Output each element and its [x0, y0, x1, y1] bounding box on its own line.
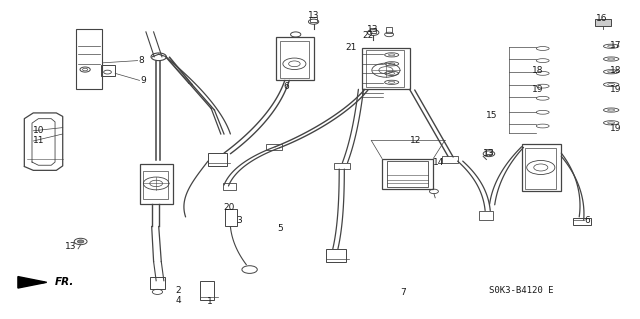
Bar: [200, 281, 214, 300]
Bar: [208, 153, 227, 166]
Bar: [486, 149, 492, 154]
Text: 1: 1: [207, 297, 213, 306]
Bar: [150, 277, 165, 289]
Bar: [525, 148, 556, 189]
Text: 4: 4: [176, 296, 181, 305]
Text: 8: 8: [138, 56, 143, 65]
Text: 19: 19: [610, 85, 621, 94]
Text: 15: 15: [486, 111, 498, 120]
Bar: [266, 144, 282, 150]
Text: 16: 16: [596, 14, 607, 23]
Text: 10: 10: [33, 126, 44, 135]
Text: 2: 2: [176, 286, 181, 295]
Bar: [382, 159, 433, 189]
Bar: [366, 50, 404, 87]
Text: 22: 22: [362, 31, 374, 40]
Text: 13: 13: [65, 242, 76, 251]
Bar: [280, 41, 309, 78]
Text: S0K3-B4120 E: S0K3-B4120 E: [490, 286, 554, 295]
Text: 18: 18: [532, 66, 543, 75]
Bar: [76, 29, 102, 89]
Text: 6: 6: [284, 82, 289, 91]
Text: 18: 18: [610, 66, 621, 75]
Text: 3: 3: [236, 216, 241, 225]
Text: 5: 5: [277, 224, 282, 233]
Bar: [310, 17, 317, 22]
Polygon shape: [18, 277, 47, 288]
Bar: [370, 28, 376, 33]
Circle shape: [77, 240, 84, 243]
Text: 13: 13: [308, 11, 319, 20]
Bar: [140, 164, 173, 204]
Text: 19: 19: [610, 124, 621, 133]
Bar: [276, 37, 314, 80]
Text: 11: 11: [33, 137, 44, 145]
Text: 6: 6: [585, 216, 590, 225]
Bar: [442, 156, 458, 163]
Bar: [479, 211, 493, 220]
Bar: [595, 19, 611, 26]
Bar: [223, 183, 236, 190]
Text: 9: 9: [141, 76, 146, 85]
Bar: [386, 27, 392, 33]
Text: 12: 12: [410, 136, 421, 145]
Text: 13: 13: [367, 25, 379, 34]
Bar: [387, 161, 428, 187]
Bar: [326, 249, 346, 262]
Text: 13: 13: [483, 149, 495, 158]
Text: 19: 19: [532, 85, 543, 94]
Bar: [362, 48, 410, 89]
Bar: [101, 65, 115, 76]
Bar: [573, 218, 591, 225]
Text: FR.: FR.: [55, 277, 74, 287]
Text: 21: 21: [346, 43, 357, 52]
Bar: [334, 163, 350, 169]
Text: 7: 7: [401, 288, 406, 297]
Text: 14: 14: [433, 158, 445, 167]
Text: 20: 20: [223, 203, 235, 212]
Bar: [225, 209, 237, 226]
Bar: [143, 171, 168, 199]
Text: 17: 17: [610, 41, 621, 50]
Bar: [522, 144, 561, 191]
